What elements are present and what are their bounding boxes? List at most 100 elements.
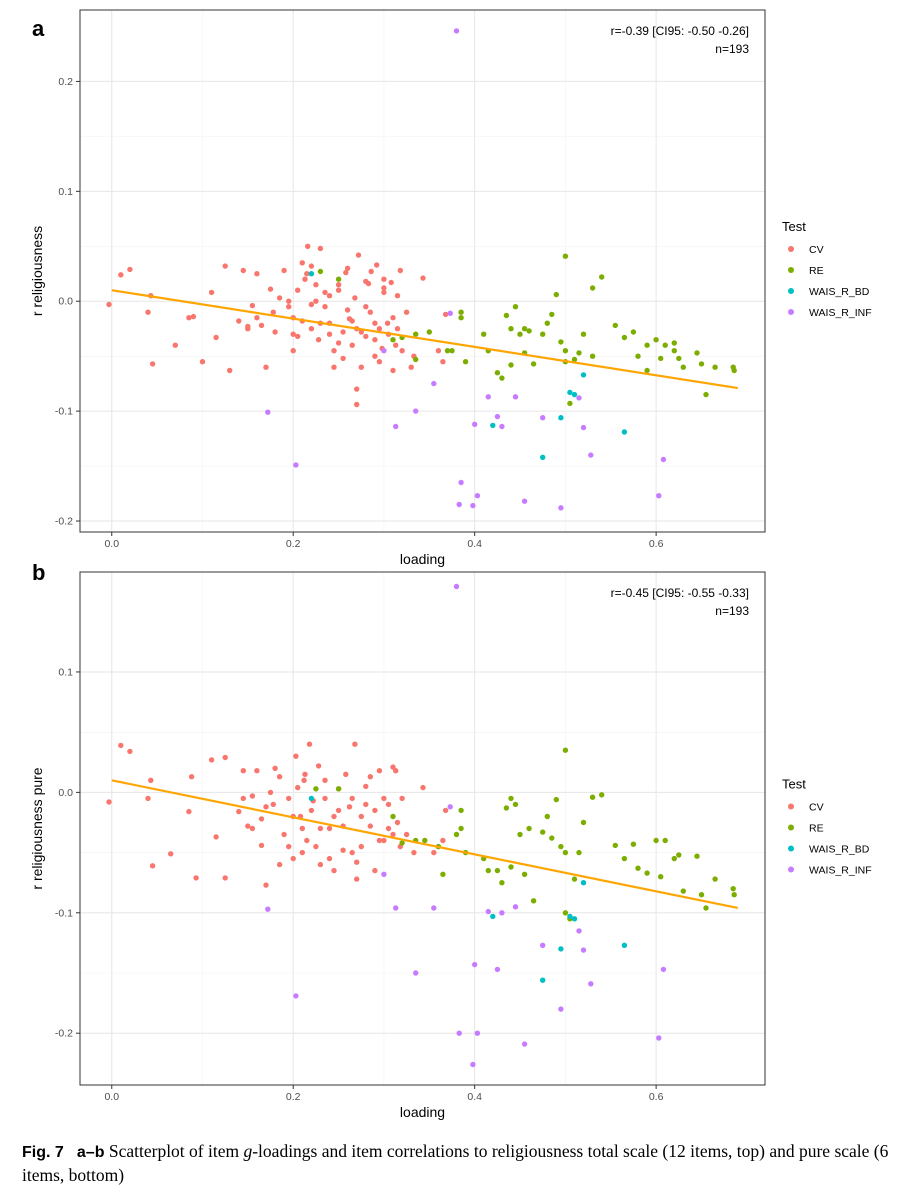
panel-b-point-cv	[240, 795, 246, 802]
panel-b-point-cv	[249, 793, 256, 799]
panel-b-point-re	[662, 837, 668, 844]
panel-a-point-cv	[372, 320, 378, 326]
panel-a-point-cv	[254, 271, 260, 277]
panel-b-point-wais-r-bd	[567, 913, 573, 920]
panel-b-point-cv	[245, 823, 251, 829]
panel-a-point-cv	[308, 301, 315, 308]
figure: a 0.0 0.2 0.4 0.6 -0.2 -0.1 0.0 0.1 0.2 loading r r…	[29, 9, 872, 1120]
panel-a-point-wais-r-inf	[576, 395, 582, 401]
panel-a-point-re	[458, 315, 464, 321]
panel-b-point-wais-r-inf	[588, 981, 594, 987]
panel-b-point-cv	[372, 867, 378, 874]
panel-a-point-cv	[399, 348, 405, 354]
panel-b-point-cv	[258, 816, 265, 822]
panel-b-annotation-line: r=-0.45 [CI95: -0.55 -0.33]	[611, 586, 749, 600]
panel-b-point-cv	[349, 849, 355, 856]
panel-a-point-re	[517, 331, 523, 337]
panel-b-point-cv	[322, 777, 328, 783]
panel-a-point-cv	[258, 322, 265, 329]
panel-a-plot-background	[80, 10, 765, 532]
panel-a-point-re	[458, 309, 464, 315]
panel-b-plot-border	[79, 571, 766, 1086]
panel-b-point-re	[521, 871, 528, 877]
panel-a-point-cv	[295, 333, 301, 340]
panel-b-point-re	[589, 794, 596, 800]
panel-b-point-cv	[286, 795, 292, 802]
panel-b-point-wais-r-inf	[472, 961, 478, 968]
panel-a-point-cv	[435, 348, 442, 354]
panel-a-annotation-line: r=-0.39 [CI95: -0.50 -0.26]	[611, 24, 749, 38]
panel-a-legend-label-re: RE	[809, 265, 824, 277]
panel-b-plot-background	[80, 572, 765, 1085]
panel-a-point-cv	[302, 276, 308, 282]
panel-b-point-cv	[254, 768, 260, 774]
panel-b-point-re	[571, 876, 578, 882]
panel-a-legend-key-cv	[788, 246, 794, 252]
panel-b-point-re	[576, 849, 582, 856]
panel-b-point-cv	[343, 771, 349, 777]
panel-b-point-wais-r-inf	[485, 908, 491, 915]
panel-a-legend-title: Test	[782, 219, 806, 234]
panel-b-point-wais-r-inf	[499, 910, 505, 916]
panel-b-point-cv	[376, 768, 383, 774]
panel-a-point-wais-r-inf	[494, 413, 501, 420]
panel-b-point-cv	[267, 789, 274, 796]
panel-b-point-cv	[270, 801, 276, 808]
panel-a-point-wais-r-inf	[660, 456, 667, 463]
panel-a-point-cv	[326, 293, 333, 299]
panel-a-y-tick-label: 0.0	[58, 296, 73, 308]
panel-b-point-re	[694, 853, 700, 859]
panel-a-point-wais-r-inf	[485, 394, 491, 400]
panel-a-point-cv	[354, 386, 360, 392]
panel-a-point-cv	[290, 331, 296, 337]
panel-b-point-cv	[331, 813, 337, 820]
panel-a-point-cv	[390, 367, 396, 374]
panel-b-point-re	[680, 888, 686, 894]
panel-b-point-cv	[358, 843, 364, 850]
panel-b-point-re	[671, 855, 677, 862]
panel-b-point-cv	[349, 795, 355, 802]
panel-a-point-cv	[344, 265, 351, 271]
panel-a-legend-key-re	[788, 267, 794, 273]
panel-b-point-re	[612, 842, 618, 849]
panel-a-point-wais-r-inf	[470, 502, 476, 509]
panel-b-point-re	[544, 813, 550, 820]
panel-b-point-re	[540, 829, 546, 835]
panel-b-point-cv	[393, 768, 399, 774]
panel-a-point-cv	[344, 307, 351, 313]
panel-b-x-tick-label: 0.2	[286, 1091, 301, 1103]
panel-a-x-tick-label: 0.4	[467, 538, 482, 550]
panel-b-legend-key-re	[788, 824, 794, 831]
panel-a-point-re	[589, 353, 596, 359]
panel-a-y-tick-label: 0.2	[58, 76, 73, 88]
panel-b-point-re	[562, 849, 569, 856]
panel-a-point-cv	[390, 315, 396, 321]
panel-b-point-cv	[106, 799, 112, 805]
panel-a-point-re	[521, 326, 528, 332]
panel-b-point-cv	[263, 804, 269, 810]
panel-a-x-tick-label: 0.2	[286, 538, 301, 550]
panel-a-point-re	[390, 337, 396, 343]
panel-a-point-cv	[394, 293, 401, 299]
panel-b-point-wais-r-bd	[308, 795, 315, 802]
panel-a-point-re	[644, 342, 650, 348]
panel-b-point-re	[508, 795, 514, 802]
panel-b-point-cv	[381, 795, 387, 802]
panel-a-point-cv	[322, 304, 328, 310]
panel-a-point-cv	[222, 263, 228, 269]
panel-a-point-re	[426, 329, 432, 335]
panel-a-point-re	[698, 361, 705, 367]
panel-b-point-cv	[376, 837, 383, 844]
panel-b-point-cv	[272, 765, 278, 771]
panel-b-x-tick-label: 0.6	[649, 1091, 664, 1103]
panel-b-point-re	[390, 813, 396, 820]
panel-b-point-cv	[208, 757, 215, 763]
panel-a-y-tick-label: 0.1	[58, 186, 73, 198]
panel-b-point-cv	[263, 882, 269, 888]
panel-a-point-cv	[326, 331, 333, 337]
panel-a-point-re	[562, 253, 569, 259]
panel-b-point-cv	[317, 861, 324, 868]
panel-b-point-wais-r-bd	[540, 977, 546, 983]
panel-b-y-tick-label: 0.0	[58, 787, 73, 799]
panel-b-point-re	[458, 807, 464, 814]
